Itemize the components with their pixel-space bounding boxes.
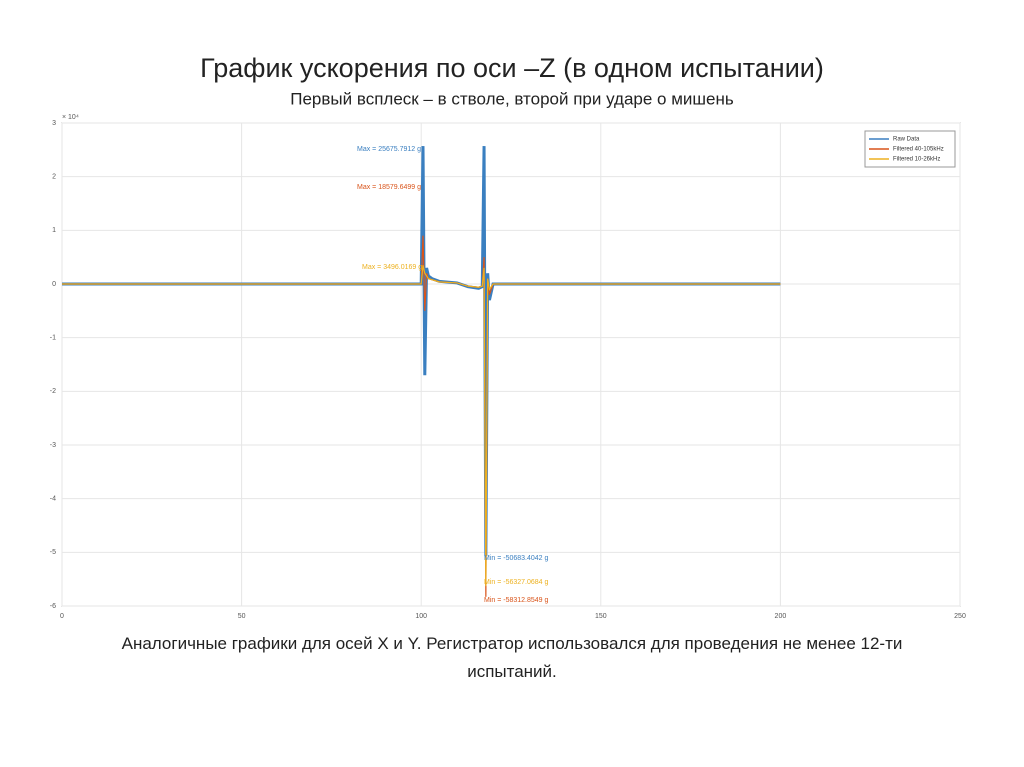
- y-tick-label: -3: [50, 442, 56, 449]
- annotation: Max = 18579.6499 g: [357, 184, 421, 191]
- data-line: [62, 265, 781, 587]
- annotation: Min = -56327.0684 g: [484, 579, 549, 586]
- x-tick-label: 200: [775, 613, 787, 620]
- y-tick-label: -6: [50, 603, 56, 610]
- annotation: Max = 25675.7912 g: [357, 146, 421, 153]
- slide-title: График ускорения по оси –Z (в одном испы…: [200, 53, 824, 83]
- y-scale-label: × 10⁴: [62, 114, 79, 121]
- plot-area: [61, 122, 961, 607]
- y-tick-label: 3: [52, 120, 56, 127]
- y-tick-label: -5: [50, 549, 56, 556]
- annotation: Min = -50683.4042 g: [484, 555, 549, 562]
- y-tick-label: -4: [50, 496, 56, 503]
- annotation: Min = -58312.8549 g: [484, 597, 549, 604]
- x-tick-label: 100: [415, 613, 427, 620]
- x-tick-label: 50: [238, 613, 246, 620]
- y-tick-label: -2: [50, 388, 56, 395]
- x-tick-label: 0: [60, 613, 64, 620]
- legend-label: Filtered 10-26kHz: [893, 157, 940, 163]
- legend-label: Raw Data: [893, 137, 920, 143]
- y-tick-label: 0: [52, 281, 56, 288]
- y-tick-label: 1: [52, 227, 56, 234]
- slide-subtitle: Первый всплеск – в стволе, второй при уд…: [290, 89, 734, 108]
- annotation: Max = 3496.0169 g: [362, 264, 422, 271]
- x-tick-label: 250: [954, 613, 966, 620]
- legend-label: Filtered 40-105kHz: [893, 147, 944, 153]
- y-tick-label: -1: [50, 335, 56, 342]
- y-tick-label: 2: [52, 174, 56, 181]
- x-tick-label: 150: [595, 613, 607, 620]
- caption-box: Аналогичные графики для осей X и Y. Реги…: [121, 634, 903, 681]
- caption: Аналогичные графики для осей X и Y. Реги…: [121, 634, 903, 681]
